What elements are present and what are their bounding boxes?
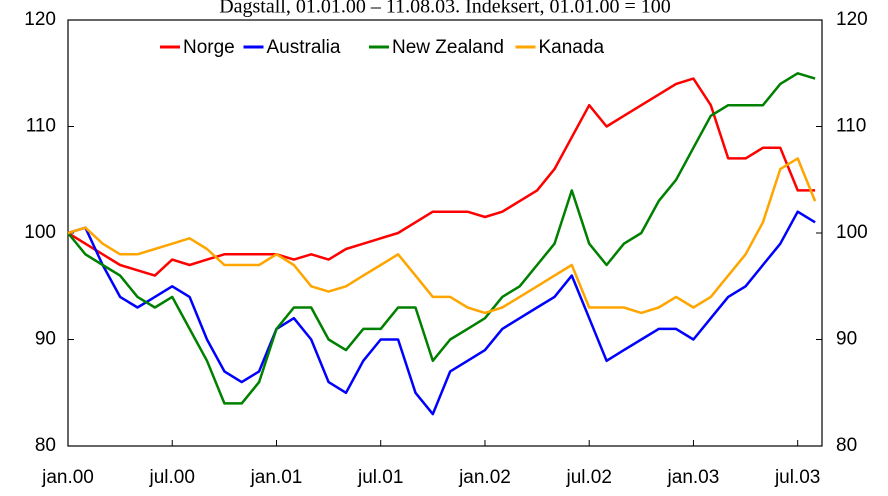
x-tick-label: jan.03 bbox=[667, 467, 720, 488]
x-tick-label: jul.03 bbox=[774, 467, 820, 488]
legend-label: Kanada bbox=[539, 37, 605, 58]
y2-tick-label: 90 bbox=[836, 329, 857, 350]
legend-label: Australia bbox=[267, 37, 341, 58]
chart-title: Dagstall, 01.01.00 – 11.08.03. Indeksert… bbox=[219, 0, 671, 18]
series-line bbox=[67, 210, 816, 416]
series-line bbox=[67, 157, 817, 315]
x-tick-label: jan.01 bbox=[250, 467, 303, 488]
y-tick-label: 100 bbox=[24, 222, 56, 243]
y-tick-label: 80 bbox=[35, 435, 56, 456]
x-tick-label: jul.02 bbox=[565, 467, 611, 488]
x-tick-label: jul.01 bbox=[357, 467, 403, 488]
legend-label: Norge bbox=[183, 37, 235, 58]
x-tick-label: jan.02 bbox=[458, 467, 511, 488]
series-line bbox=[67, 72, 816, 405]
series-line bbox=[67, 77, 816, 277]
y-tick-label: 110 bbox=[26, 116, 56, 137]
y2-tick-label: 100 bbox=[836, 222, 868, 243]
y2-tick-label: 80 bbox=[836, 435, 857, 456]
x-tick-label: jul.00 bbox=[149, 467, 195, 488]
x-tick-label: jan.00 bbox=[41, 467, 94, 488]
legend-label: New Zealand bbox=[392, 37, 504, 58]
y2-tick-label: 110 bbox=[836, 116, 866, 137]
y-tick-label: 90 bbox=[35, 329, 56, 350]
y2-tick-label: 120 bbox=[836, 9, 868, 30]
y-tick-label: 120 bbox=[24, 9, 56, 30]
